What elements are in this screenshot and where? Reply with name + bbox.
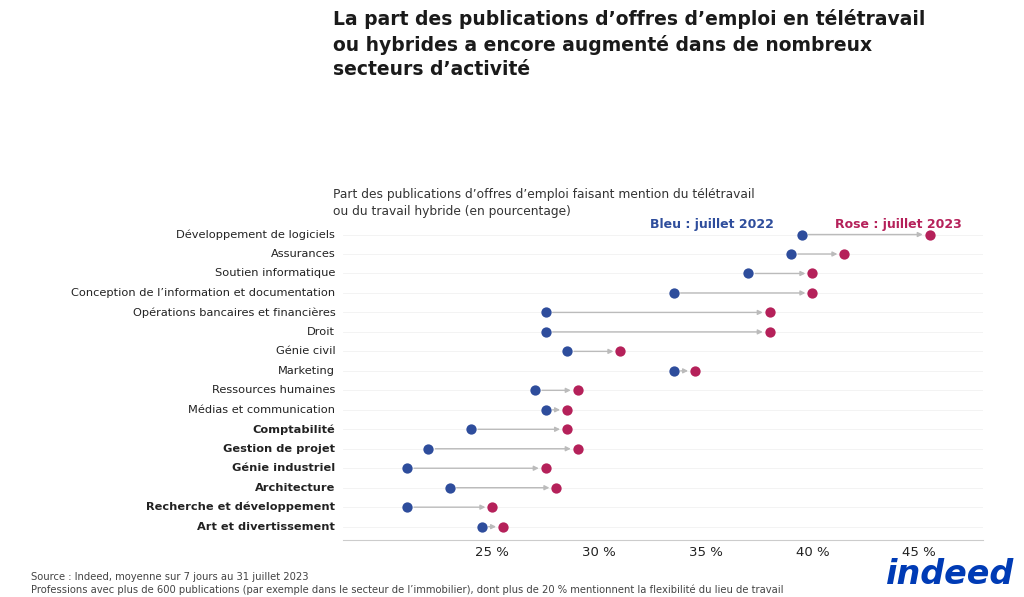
- Point: [666, 288, 682, 298]
- Text: Droit: Droit: [307, 327, 336, 337]
- Point: [559, 347, 575, 356]
- Point: [484, 503, 501, 512]
- Text: Assurances: Assurances: [270, 249, 336, 259]
- Text: Développement de logiciels: Développement de logiciels: [176, 229, 336, 240]
- Point: [687, 366, 703, 376]
- Point: [569, 444, 586, 454]
- Text: Génie civil: Génie civil: [275, 346, 336, 356]
- Point: [441, 483, 458, 493]
- Text: Comptabilité: Comptabilité: [253, 424, 336, 435]
- Text: La part des publications d’offres d’emploi en télétravail
ou hybrides a encore a: La part des publications d’offres d’empl…: [333, 9, 925, 79]
- Point: [740, 269, 757, 278]
- Point: [495, 522, 511, 531]
- Point: [794, 230, 810, 239]
- Point: [922, 230, 938, 239]
- Point: [538, 307, 554, 317]
- Point: [538, 327, 554, 337]
- Text: Gestion de projet: Gestion de projet: [223, 444, 336, 454]
- Point: [612, 347, 629, 356]
- Text: Rose : juillet 2023: Rose : juillet 2023: [835, 218, 962, 231]
- Point: [399, 503, 416, 512]
- Text: Conception de l’information et documentation: Conception de l’information et documenta…: [72, 288, 336, 298]
- Text: Part des publications d’offres d’emploi faisant mention du télétravail
ou du tra: Part des publications d’offres d’emploi …: [333, 188, 755, 217]
- Text: Ressources humaines: Ressources humaines: [212, 385, 336, 395]
- Point: [837, 249, 853, 259]
- Point: [538, 463, 554, 473]
- Text: Opérations bancaires et financières: Opérations bancaires et financières: [133, 307, 336, 318]
- Text: Architecture: Architecture: [255, 483, 336, 493]
- Point: [526, 386, 543, 395]
- Text: Source : Indeed, moyenne sur 7 jours au 31 juillet 2023: Source : Indeed, moyenne sur 7 jours au …: [31, 572, 308, 582]
- Point: [804, 269, 820, 278]
- Point: [559, 424, 575, 434]
- Point: [473, 522, 489, 531]
- Point: [762, 307, 778, 317]
- Text: indeed: indeed: [886, 558, 1014, 591]
- Text: Soutien informatique: Soutien informatique: [215, 269, 336, 278]
- Text: Professions avec plus de 600 publications (par exemple dans le secteur de l’immo: Professions avec plus de 600 publication…: [31, 584, 783, 595]
- Point: [420, 444, 436, 454]
- Text: Recherche et développement: Recherche et développement: [146, 502, 336, 512]
- Point: [569, 386, 586, 395]
- Point: [559, 405, 575, 414]
- Text: Médias et communication: Médias et communication: [188, 405, 336, 415]
- Point: [548, 483, 564, 493]
- Point: [463, 424, 479, 434]
- Point: [762, 327, 778, 337]
- Text: Marketing: Marketing: [279, 366, 336, 376]
- Text: Bleu : juillet 2022: Bleu : juillet 2022: [650, 218, 774, 231]
- Point: [666, 366, 682, 376]
- Point: [399, 463, 416, 473]
- Point: [782, 249, 799, 259]
- Text: Génie industriel: Génie industriel: [232, 463, 336, 473]
- Text: Art et divertissement: Art et divertissement: [198, 522, 336, 532]
- Point: [538, 405, 554, 414]
- Point: [804, 288, 820, 298]
